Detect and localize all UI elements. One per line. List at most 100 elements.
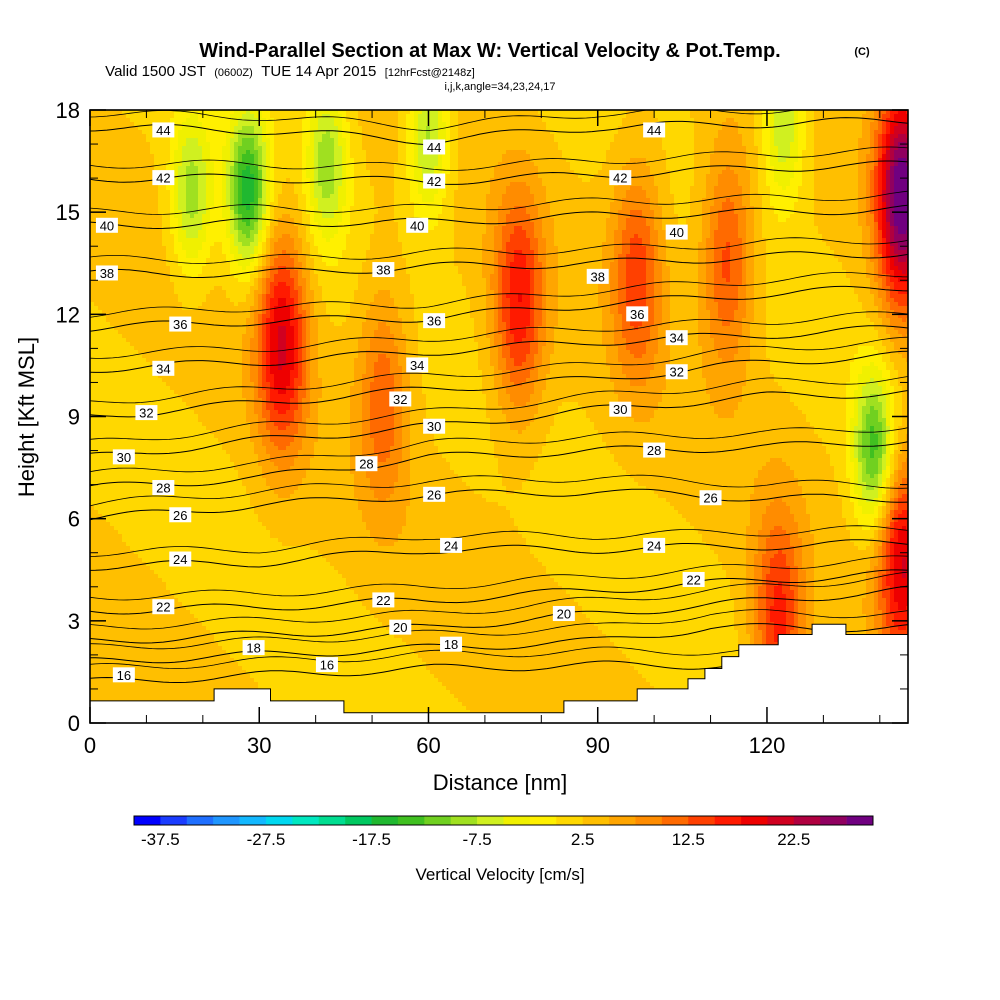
colorbar-label: Vertical Velocity [cm/s] [415,865,584,884]
x-tick-label: 30 [247,733,271,758]
isentrope-label: 20 [389,620,411,636]
isentrope-label: 40 [96,218,118,234]
isentrope-label: 36 [423,313,445,329]
y-tick-label: 18 [56,98,80,123]
y-tick-label: 12 [56,302,80,327]
colorbar-tick-label: 12.5 [672,830,705,849]
colorbar-swatch [609,816,636,825]
y-tick-label: 9 [68,405,80,430]
colorbar-swatch [134,816,161,825]
colorbar-tick-label: -17.5 [352,830,391,849]
colorbar-swatch [292,816,319,825]
isentrope-label: 42 [152,170,174,186]
colorbar-swatch [424,816,451,825]
isentrope-label: 26 [700,490,722,506]
isentrope-label: 26 [423,487,445,503]
isentrope-label: 30 [609,402,631,418]
colorbar-tick-label: -37.5 [141,830,180,849]
copyright-mark: (C) [854,46,870,58]
isentrope-label: 28 [152,480,174,496]
isentrope-label: 18 [440,637,462,653]
valid-prefix: Valid 1500 JST [105,63,206,80]
colorbar-swatch [187,816,214,825]
valid-line: Valid 1500 JST (0600Z) TUE 14 Apr 2015 [… [105,63,475,80]
isentrope-label: 34 [666,330,688,346]
colorbar-swatch [398,816,425,825]
y-axis-label: Height [Kft MSL] [14,337,39,497]
y-tick-label: 3 [68,609,80,634]
colorbar-swatch [794,816,821,825]
colorbar: -37.5 -27.5 -17.5 -7.5 2.5 12.5 22.5 [134,816,873,849]
colorbar-tick-label: -27.5 [247,830,286,849]
colorbar-swatch [240,816,267,825]
isentrope-label: 22 [372,592,394,608]
y-tick-label: 6 [68,507,80,532]
colorbar-swatch [635,816,662,825]
colorbar-swatch [319,816,346,825]
isentrope-label: 30 [423,419,445,435]
colorbar-tick-label: -7.5 [462,830,491,849]
isentrope-label: 42 [609,170,631,186]
isentrope-label: 28 [355,456,377,472]
chart-figure: Wind-Parallel Section at Max W: Vertical… [0,0,1000,1000]
isentrope-label: 32 [666,364,688,380]
colorbar-swatch [345,816,372,825]
colorbar-swatch [266,816,293,825]
colorbar-swatch [715,816,742,825]
colorbar-tick-label: 22.5 [777,830,810,849]
x-tick-label: 90 [585,733,609,758]
colorbar-swatch [583,816,610,825]
isentrope-label: 40 [666,225,688,241]
isentrope-label: 16 [113,667,135,683]
colorbar-swatch [688,816,715,825]
isentrope-label: 28 [643,443,665,459]
isentrope-label: 34 [406,357,428,373]
isentrope-label: 44 [152,122,174,138]
valid-date: TUE 14 Apr 2015 [261,63,376,80]
colorbar-swatch [820,816,847,825]
y-tick-label: 0 [68,711,80,736]
colorbar-swatch [530,816,557,825]
colorbar-swatch [767,816,794,825]
valid-utc: (0600Z) [214,67,253,79]
isentrope-label: 32 [389,391,411,407]
x-tick-label: 0 [84,733,96,758]
isentrope-label: 42 [423,174,445,190]
colorbar-swatch [662,816,689,825]
colorbar-swatch [451,816,478,825]
isentrope-label: 34 [152,361,174,377]
x-tick-label: 60 [416,733,440,758]
isentrope-label: 20 [553,606,575,622]
colorbar-swatch [372,816,399,825]
indices-line: i,j,k,angle=34,23,24,17 [444,81,555,93]
x-axis-label: Distance [nm] [433,770,568,795]
colorbar-swatch [556,816,583,825]
isentrope-label: 16 [316,657,338,673]
colorbar-swatch [741,816,768,825]
isentrope-label: 30 [113,449,135,465]
colorbar-swatch [504,816,531,825]
isentrope-label: 38 [372,262,394,278]
colorbar-swatch [477,816,504,825]
isentrope-label: 38 [96,265,118,281]
x-tick-label: 120 [749,733,786,758]
isentrope-label: 22 [152,599,174,615]
chart-title: Wind-Parallel Section at Max W: Vertical… [199,40,780,62]
isentrope-label: 24 [643,538,665,554]
forecast-info: [12hrFcst@2148z] [385,67,475,79]
isentrope-label: 38 [587,269,609,285]
isentrope-label: 40 [406,218,428,234]
isentrope-label: 24 [169,552,191,568]
colorbar-swatch [847,816,874,825]
isentrope-label: 44 [643,122,665,138]
isentrope-label: 26 [169,507,191,523]
isentrope-label: 18 [243,640,265,656]
colorbar-swatch [213,816,240,825]
isentrope-label: 44 [423,139,445,155]
isentrope-label: 22 [683,572,705,588]
isentrope-label: 36 [626,306,648,322]
colorbar-tick-label: 2.5 [571,830,595,849]
y-tick-label: 15 [56,200,80,225]
colorbar-swatch [160,816,187,825]
isentrope-label: 32 [135,405,157,421]
